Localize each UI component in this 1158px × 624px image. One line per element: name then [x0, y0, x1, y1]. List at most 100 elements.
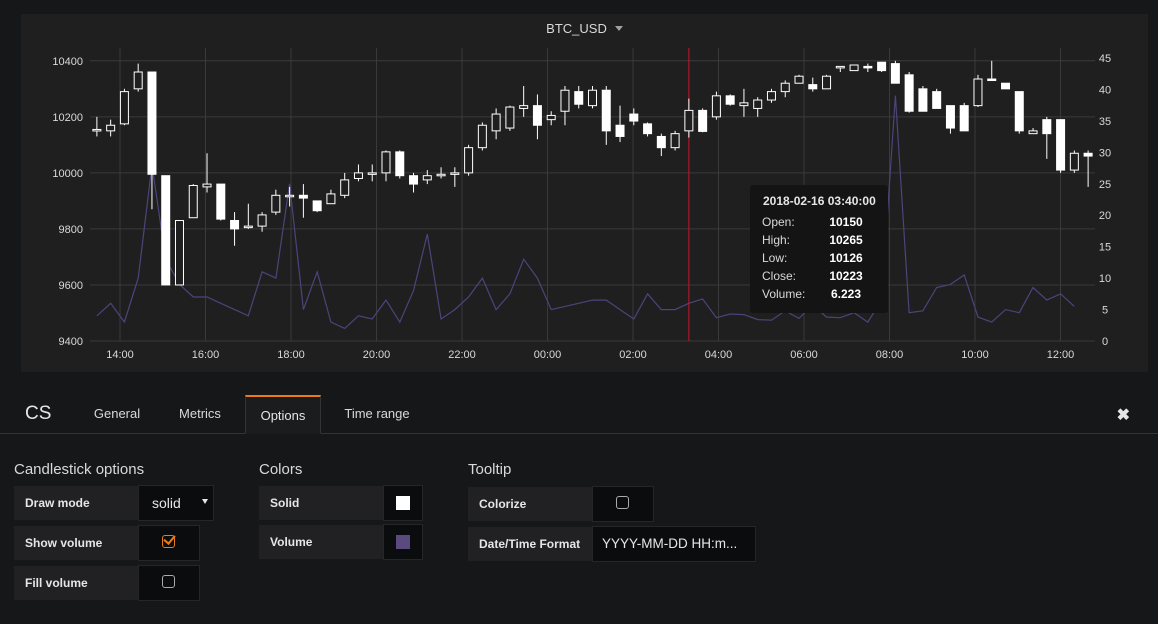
- close-icon[interactable]: ✖: [1116, 407, 1130, 424]
- y2-tick-label: 15: [1099, 242, 1111, 254]
- show-volume-label: Show volume: [14, 526, 138, 560]
- y2-tick-label: 0: [1102, 336, 1108, 348]
- y-tick-label: 9800: [59, 224, 83, 236]
- candle-body: [477, 124, 487, 149]
- editor-title: CS: [25, 403, 52, 424]
- tooltip-value: 10150: [829, 215, 863, 229]
- colorize-label: Colorize: [468, 487, 592, 521]
- tooltip-label: Low:: [762, 251, 788, 265]
- x-tick-label: 20:00: [363, 349, 391, 361]
- chart-panel: 10400 10200 10000 9800 9600 9400 45 40 35 30 25 20 1…: [21, 14, 1148, 372]
- y2-tick-label: 45: [1099, 53, 1111, 65]
- candle-body: [257, 214, 267, 227]
- volume-color-picker[interactable]: [383, 524, 423, 560]
- candle-body: [1042, 119, 1052, 135]
- tab-general[interactable]: General: [93, 406, 141, 421]
- candle-body: [326, 193, 336, 205]
- colors-heading: Colors: [259, 461, 303, 478]
- x-tick-label: 02:00: [619, 349, 647, 361]
- candle-body: [243, 225, 253, 229]
- tooltip-value: 10126: [829, 251, 863, 265]
- tooltip-label: Volume:: [762, 287, 806, 301]
- chevron-down-icon[interactable]: [614, 26, 623, 31]
- y2-tick-label: 25: [1099, 179, 1111, 191]
- candle-body: [808, 84, 818, 90]
- draw-mode-select[interactable]: solid: [138, 485, 214, 521]
- x-tick-label: 10:00: [961, 349, 989, 361]
- x-tick-label: 18:00: [277, 349, 305, 361]
- y-tick-label: 9400: [59, 336, 83, 348]
- tooltip-row-open: Open: 10150: [762, 215, 874, 233]
- fill-volume-checkbox[interactable]: [138, 565, 200, 601]
- candle-body: [216, 183, 226, 220]
- tooltip-row-close: Close: 10223: [762, 269, 874, 287]
- candle-body: [133, 71, 143, 90]
- candle-body: [932, 91, 942, 109]
- candle-body: [230, 220, 240, 230]
- candle-body: [822, 75, 832, 90]
- candle-body: [656, 135, 666, 149]
- x-tick-label: 22:00: [448, 349, 476, 361]
- candlestick-chart[interactable]: 1040010200100009800960094004540353025201…: [21, 14, 1148, 372]
- x-tick-label: 06:00: [790, 349, 818, 361]
- panel-title-text[interactable]: BTC_USD: [546, 21, 607, 36]
- tooltip-row-volume: Volume: 6.223: [762, 287, 874, 305]
- draw-mode-value: solid: [152, 495, 181, 511]
- candle-body: [766, 91, 776, 101]
- candle-body: [1028, 130, 1038, 135]
- candle-body: [918, 88, 928, 112]
- datetime-format-value: YYYY-MM-DD HH:m...: [602, 536, 738, 551]
- candle-body: [147, 71, 157, 175]
- candle-body: [505, 106, 515, 129]
- candle-body: [904, 74, 914, 112]
- tab-time-range[interactable]: Time range: [344, 406, 410, 421]
- candle-body: [367, 172, 377, 175]
- y-tick-label: 10400: [52, 56, 83, 68]
- candle-body: [312, 200, 322, 212]
- candle-body: [684, 109, 694, 132]
- editor-tabbar: CS General Metrics Options Time range ✖: [0, 395, 1158, 434]
- candle-body: [973, 78, 983, 107]
- y2-tick-label: 35: [1099, 116, 1111, 128]
- x-tick-label: 12:00: [1047, 349, 1075, 361]
- candle-body: [959, 105, 969, 132]
- tab-metrics[interactable]: Metrics: [179, 406, 221, 421]
- candle-body: [588, 89, 597, 107]
- draw-mode-label: Draw mode: [14, 486, 138, 520]
- candle-body: [340, 179, 350, 196]
- y2-tick-label: 30: [1099, 147, 1111, 159]
- tooltip-row-low: Low: 10126: [762, 251, 874, 269]
- candlestick-options-heading: Candlestick options: [14, 461, 145, 478]
- candle-body: [546, 114, 556, 121]
- candle-body: [739, 102, 749, 107]
- tooltip-date: 2018-02-16 03:40:00: [763, 194, 876, 208]
- y2-tick-label: 20: [1099, 210, 1111, 222]
- solid-color-picker[interactable]: [383, 485, 423, 521]
- candle-body: [877, 61, 887, 72]
- x-tick-label: 08:00: [876, 349, 904, 361]
- checkbox-checked-icon: [162, 535, 175, 548]
- tooltip-value: 10265: [829, 233, 863, 247]
- tooltip-value: 6.223: [830, 287, 862, 301]
- candle-body: [615, 124, 625, 137]
- candle-body: [188, 184, 198, 219]
- show-volume-checkbox[interactable]: [138, 525, 200, 561]
- candle-body: [643, 123, 653, 135]
- datetime-format-input[interactable]: YYYY-MM-DD HH:m...: [592, 526, 756, 562]
- candle-body: [987, 78, 997, 82]
- candle-body: [794, 75, 804, 84]
- candle-body: [491, 113, 501, 132]
- candle-body: [298, 194, 308, 199]
- candle-body: [835, 65, 845, 69]
- candle-body: [849, 64, 859, 72]
- panel-title[interactable]: BTC_USD: [21, 14, 1148, 36]
- tooltip-heading: Tooltip: [468, 461, 512, 478]
- candle-body: [1014, 91, 1024, 132]
- tab-options[interactable]: Options: [245, 395, 321, 434]
- candle-body: [863, 65, 873, 69]
- candle-body: [1069, 152, 1079, 171]
- colorize-checkbox[interactable]: [592, 486, 654, 522]
- candle-body: [409, 175, 419, 185]
- solid-color-label: Solid: [259, 486, 383, 520]
- color-swatch: [396, 535, 410, 549]
